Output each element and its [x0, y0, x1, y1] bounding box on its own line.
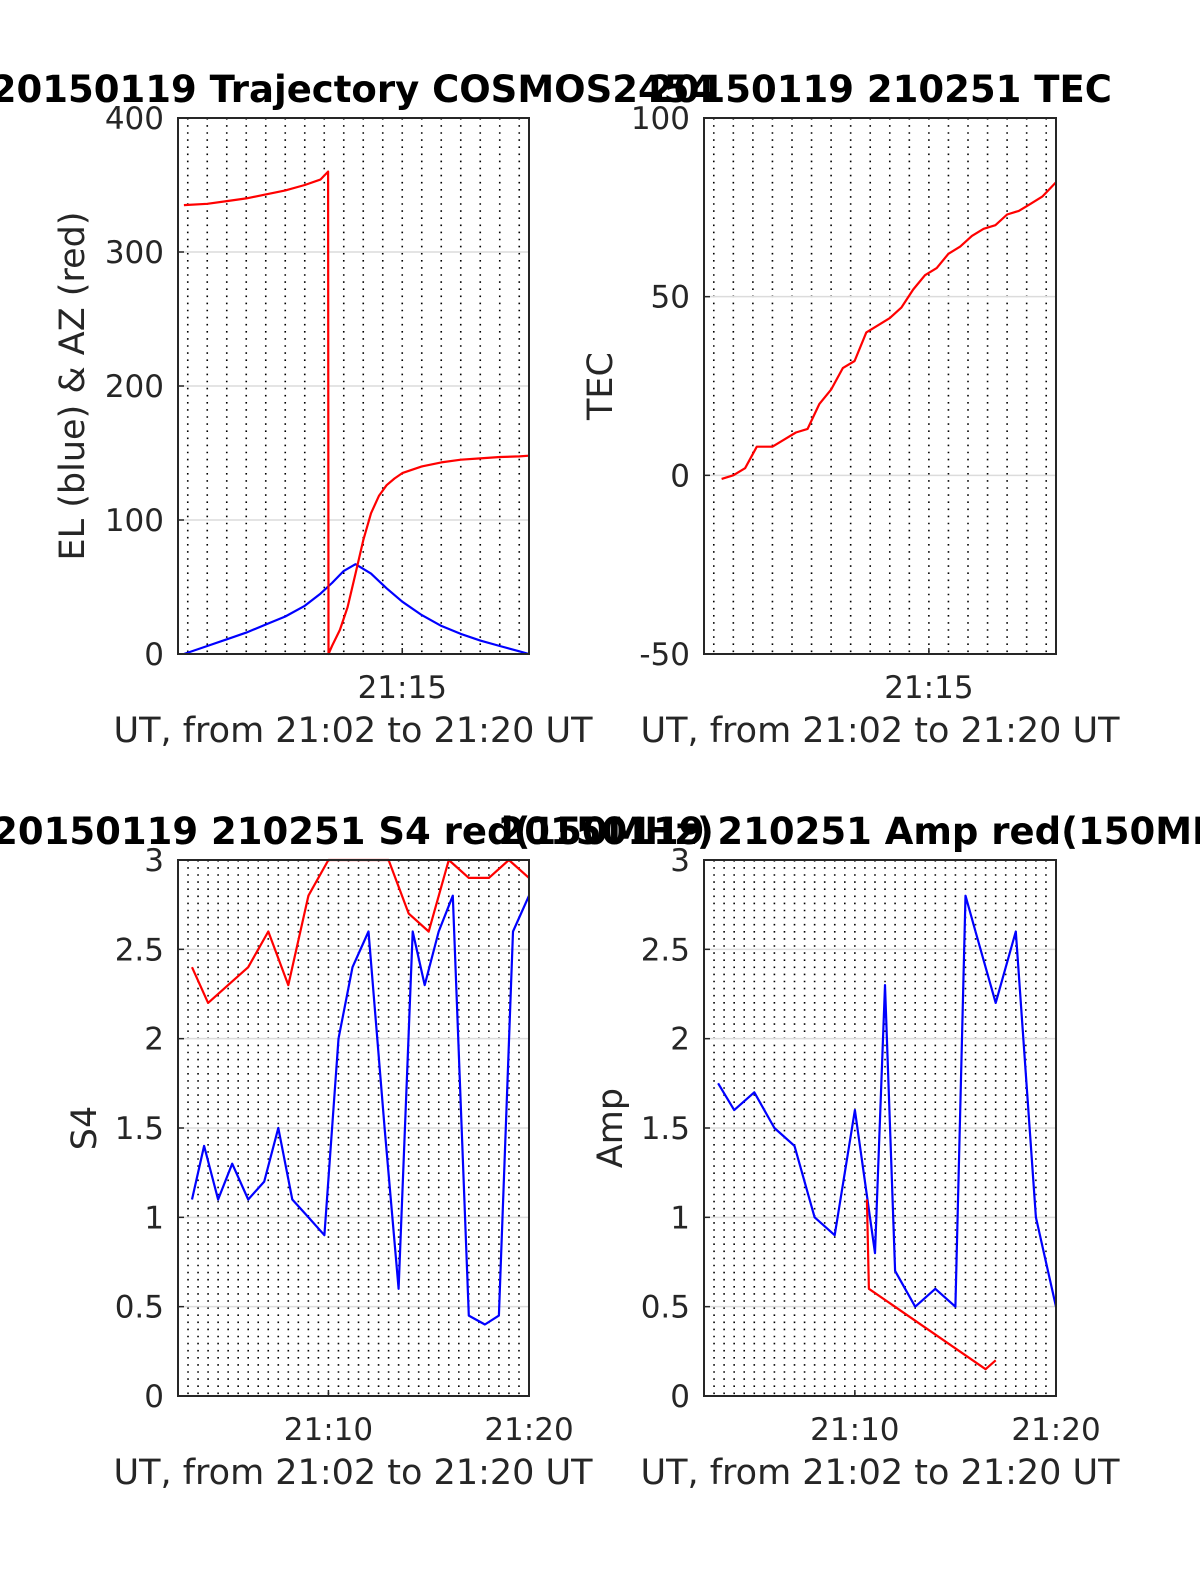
- y-tick-label: 2.5: [641, 932, 690, 968]
- y-tick-label: 2: [670, 1022, 690, 1058]
- panel-s4: 0 0.5 1 1.5 2 2.5 3 21:10 21:20 20150119 210251…: [0, 810, 714, 1493]
- series-az-red: [183, 170, 530, 656]
- y-tick-label: 100: [105, 503, 164, 539]
- plot-area: [704, 118, 1056, 654]
- axes-box: [703, 117, 1057, 655]
- data-lines: [721, 181, 1057, 480]
- y-tick-label: 0: [670, 458, 690, 494]
- y-tick-label: 0.5: [641, 1290, 690, 1326]
- series-amp-blue: [717, 894, 1058, 1308]
- chart-title: 20150119 210251 Amp red(150MHz): [499, 810, 1200, 853]
- data-lines: [717, 894, 1058, 1371]
- y-tick-label: 200: [105, 369, 164, 405]
- chart-title: 20150119 210251 S4 red(150MHz): [0, 810, 714, 853]
- y-axis-label: Amp: [591, 1088, 631, 1168]
- grid-lines: [178, 860, 529, 1396]
- x-axis-label: UT, from 21:02 to 21:20 UT: [640, 711, 1120, 751]
- panel-tec: -50 0 50 100 21:15 20150119 210251 TEC UT, …: [581, 68, 1120, 751]
- x-tick-labels: 21:10 21:20: [810, 1390, 1101, 1448]
- chart-title: 20150119 Trajectory COSMOS2454: [0, 68, 715, 111]
- y-tick-label: 0.5: [115, 1290, 164, 1326]
- y-tick-label: 0: [670, 1379, 690, 1415]
- y-tick-label: 0: [144, 1379, 164, 1415]
- y-tick-labels: 0 0.5 1 1.5 2 2.5 3: [641, 843, 710, 1415]
- x-tick-labels: 21:15: [358, 648, 447, 706]
- y-tick-label: 1: [144, 1200, 164, 1236]
- y-tick-label: 1.5: [115, 1111, 164, 1147]
- y-tick-labels: -50 0 50 100: [631, 101, 710, 673]
- y-tick-label: 400: [105, 101, 164, 137]
- x-tick-labels: 21:15: [884, 648, 974, 706]
- series-tec: [721, 181, 1057, 480]
- x-axis-label: UT, from 21:02 to 21:20 UT: [113, 711, 593, 751]
- y-tick-label: 50: [651, 280, 690, 316]
- x-tick-label: 21:10: [810, 1412, 899, 1448]
- y-axis-label: TEC: [581, 352, 621, 421]
- y-tick-label: 1: [670, 1200, 690, 1236]
- y-axis-label: EL (blue) & AZ (red): [53, 212, 93, 561]
- y-tick-label: 3: [670, 843, 690, 879]
- grid-lines: [178, 118, 529, 654]
- x-tick-labels: 21:10 21:20: [284, 1390, 574, 1448]
- x-tick-label: 21:15: [358, 670, 447, 706]
- panel-amp: 0 0.5 1 1.5 2 2.5 3 21:10 21:20 20150119 210251…: [499, 810, 1200, 1493]
- grid-lines: [704, 118, 1056, 654]
- y-tick-label: -50: [639, 637, 690, 673]
- y-tick-label: 0: [144, 637, 164, 673]
- series-el-blue: [183, 563, 530, 656]
- x-tick-label: 21:20: [1011, 1412, 1100, 1448]
- chart-title: 20150119 210251 TEC: [648, 68, 1112, 111]
- x-axis-label: UT, from 21:02 to 21:20 UT: [113, 1453, 593, 1493]
- y-tick-label: 2: [144, 1022, 164, 1058]
- x-tick-label: 21:15: [884, 670, 973, 706]
- y-tick-label: 300: [105, 235, 164, 271]
- panel-trajectory: 0 100 200 300 400 21:15 20150119 Trajectory …: [0, 68, 715, 751]
- y-tick-label: 3: [144, 843, 164, 879]
- series-amp-red: [865, 1199, 997, 1371]
- y-tick-labels: 0 100 200 300 400: [105, 101, 184, 673]
- y-axis-label: S4: [65, 1106, 105, 1151]
- series-s4-blue: [190, 894, 531, 1326]
- grid-lines: [704, 860, 1056, 1396]
- x-tick-label: 21:10: [284, 1412, 373, 1448]
- x-axis-label: UT, from 21:02 to 21:20 UT: [640, 1453, 1120, 1493]
- y-tick-label: 1.5: [641, 1111, 690, 1147]
- y-tick-label: 2.5: [115, 932, 164, 968]
- y-tick-labels: 0 0.5 1 1.5 2 2.5 3: [115, 843, 184, 1415]
- x-tick-label: 21:20: [484, 1412, 573, 1448]
- y-tick-label: 100: [631, 101, 690, 137]
- data-lines: [183, 170, 530, 656]
